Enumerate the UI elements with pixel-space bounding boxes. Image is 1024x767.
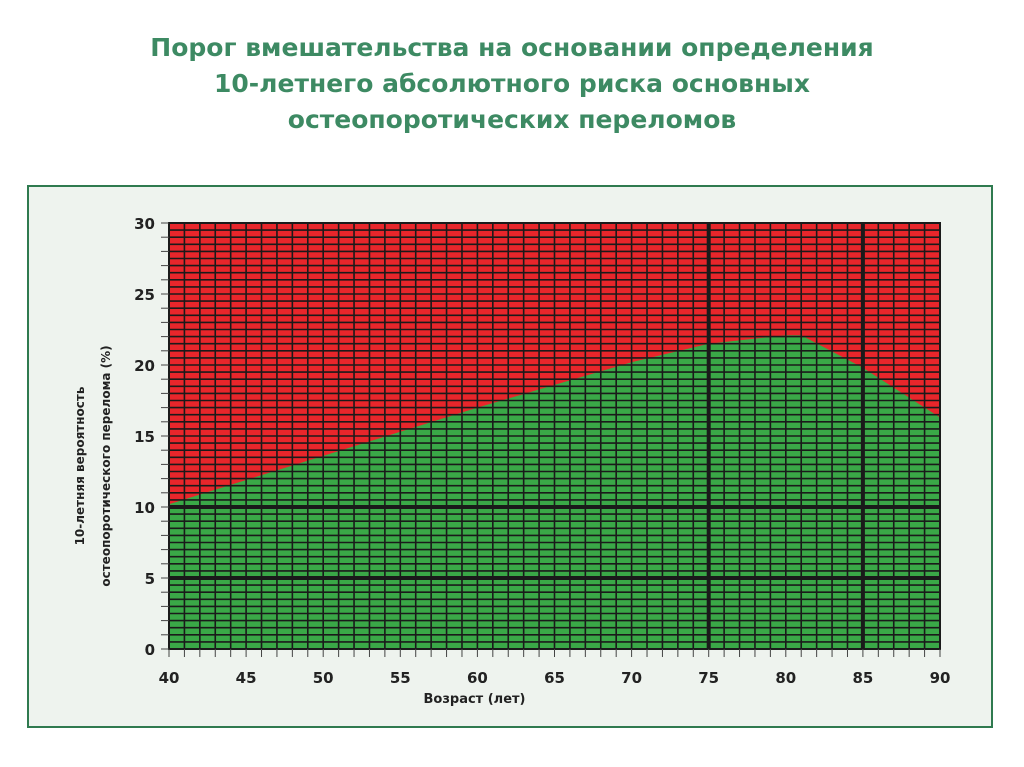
- x-tick-label: 40: [159, 669, 180, 687]
- slide-title-line-1: Порог вмешательства на основании определ…: [150, 33, 874, 62]
- threshold-chart: 0 5 10 15 20 25 30 40 45 50 55 60 65 70 75 80 85 90 Возрас…: [73, 215, 951, 707]
- y-tick-label: 10: [134, 499, 155, 517]
- y-tick-label: 25: [134, 286, 155, 304]
- x-tick-label: 60: [467, 669, 488, 687]
- y-tick-label: 0: [145, 641, 155, 659]
- x-tick-label: 80: [775, 669, 796, 687]
- x-tick-label: 65: [544, 669, 565, 687]
- x-tick-label: 50: [313, 669, 334, 687]
- y-tick-label: 5: [145, 570, 155, 588]
- slide-title-line-2: 10-летнего абсолютного риска основных: [214, 69, 810, 98]
- chart-frame: 0 5 10 15 20 25 30 40 45 50 55 60 65 70 75 80 85 90 Возрас…: [27, 185, 993, 728]
- x-tick-label: 70: [621, 669, 642, 687]
- slide-title: Порог вмешательства на основании определ…: [0, 30, 1024, 138]
- x-tick-label: 55: [390, 669, 411, 687]
- y-axis-label-line-2: остеопоротического перелома (%): [99, 345, 113, 586]
- x-tick-label: 45: [236, 669, 257, 687]
- y-axis-label-line-1: 10-летняя вероятность: [73, 386, 87, 545]
- x-tick-label: 90: [930, 669, 951, 687]
- y-tick-label: 20: [134, 357, 155, 375]
- y-tick-label: 30: [134, 215, 155, 233]
- x-axis-label: Возраст (лет): [424, 692, 526, 707]
- y-tick-label: 15: [134, 428, 155, 446]
- x-tick-label: 75: [698, 669, 719, 687]
- x-tick-label: 85: [852, 669, 873, 687]
- slide-title-line-3: остеопоротических переломов: [287, 105, 737, 134]
